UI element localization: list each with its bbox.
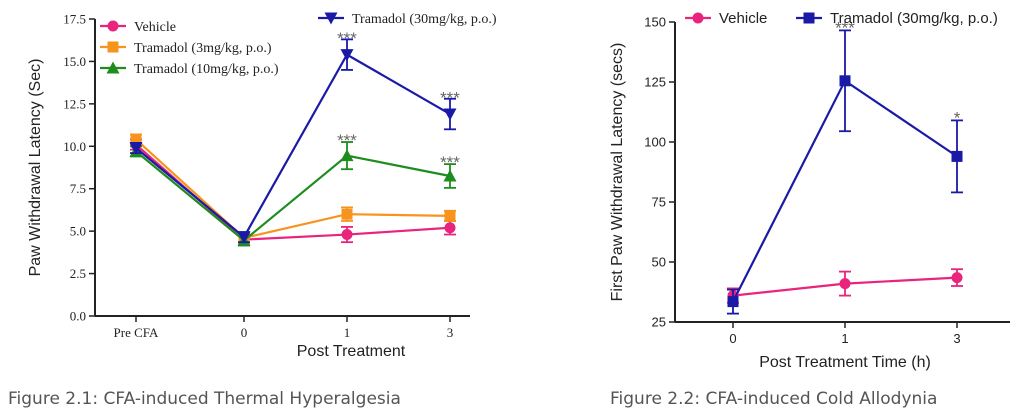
data-point xyxy=(130,133,142,145)
figure-canvas: 0.0 2.5 5.0 7.5 10.0 12.5 15.0 17.5 Pre CFA 0 1 3 Po… xyxy=(27,10,1010,371)
y-tick-label: 125 xyxy=(644,75,666,90)
y-tick-label: 15.0 xyxy=(63,54,86,69)
y-tick-label: 17.5 xyxy=(63,12,86,27)
data-point xyxy=(444,210,456,222)
y-tick-label: 7.5 xyxy=(70,181,86,196)
x-tick-label: 1 xyxy=(344,325,351,340)
series-line xyxy=(135,138,451,240)
y-tick-label: 50 xyxy=(652,255,666,270)
data-point xyxy=(727,296,739,308)
y-tick-label: 5.0 xyxy=(70,224,86,239)
y-tick-label: 150 xyxy=(644,15,666,30)
legend-item-tramadol-30mg-kg-p-o: Tramadol (30mg/kg, p.o.) xyxy=(318,12,497,27)
data-point xyxy=(839,75,851,87)
legend-item-vehicle: Vehicle xyxy=(685,10,767,27)
significance-label: *** xyxy=(835,19,855,38)
data-point xyxy=(951,150,963,162)
y-tick-label: 75 xyxy=(652,195,666,210)
legend-item-tramadol-10mg-kg-p-o: Tramadol (10mg/kg, p.o.) xyxy=(100,61,279,77)
y-tick-label: 2.5 xyxy=(70,266,86,281)
x-tick-label: 0 xyxy=(241,325,248,340)
significance-label: *** xyxy=(337,29,357,48)
series-tramadol-30mg-kg-p-o xyxy=(129,38,457,244)
significance-label: * xyxy=(954,109,961,128)
x-tick-label: 3 xyxy=(447,325,454,340)
data-point xyxy=(443,108,457,121)
x-tick-label: 0 xyxy=(729,331,736,346)
data-point xyxy=(341,229,353,241)
legend-marker xyxy=(106,61,120,74)
legend-label: Tramadol (3mg/kg, p.o.) xyxy=(134,41,272,56)
y-axis-label: First Paw Withdrawal Latency (secs) xyxy=(609,43,626,302)
data-point xyxy=(839,278,851,290)
x-axis-label: Post Treatment xyxy=(297,343,406,360)
x-tick-label: 3 xyxy=(953,331,960,346)
x-tick-label: 1 xyxy=(841,331,848,346)
data-point xyxy=(129,142,143,155)
series-tramadol-30mg-kg-p-o xyxy=(727,29,963,315)
legend-label: Vehicle xyxy=(719,10,767,27)
legend-item-tramadol-3mg-kg-p-o: Tramadol (3mg/kg, p.o.) xyxy=(100,41,272,56)
legend-label: Tramadol (30mg/kg, p.o.) xyxy=(830,10,998,27)
y-tick-label: 0.0 xyxy=(70,309,86,324)
legend-marker xyxy=(803,12,815,24)
significance-label: *** xyxy=(440,88,460,107)
y-tick-label: 100 xyxy=(644,135,666,150)
legend-label: Tramadol (10mg/kg, p.o.) xyxy=(134,62,279,77)
x-tick-label: Pre CFA xyxy=(114,325,160,340)
significance-label: *** xyxy=(440,153,460,172)
figure-2-1-caption: Figure 2.1: CFA-induced Thermal Hyperalg… xyxy=(8,389,401,409)
data-point xyxy=(443,169,457,182)
data-point xyxy=(237,231,251,244)
y-tick-label: 10.0 xyxy=(63,139,86,154)
legend-label: Tramadol (30mg/kg, p.o.) xyxy=(352,12,497,27)
series-line xyxy=(135,150,451,242)
legend-label: Vehicle xyxy=(134,20,176,35)
y-tick-label: 25 xyxy=(652,315,666,330)
data-point xyxy=(340,49,354,62)
series-vehicle xyxy=(130,138,456,246)
series-line xyxy=(135,53,451,239)
legend-marker xyxy=(324,12,338,25)
figure-2-2-caption: Figure 2.2: CFA-induced Cold Allodynia xyxy=(610,389,938,409)
chart-1: 0.0 2.5 5.0 7.5 10.0 12.5 15.0 17.5 Pre CFA 0 1 3 Po… xyxy=(27,12,497,361)
data-point xyxy=(444,222,456,234)
legend-marker xyxy=(107,20,119,32)
series-line xyxy=(135,143,451,241)
significance-label: *** xyxy=(337,131,357,150)
y-tick-label: 12.5 xyxy=(63,96,86,111)
data-point xyxy=(341,208,353,220)
x-axis-label: Post Treatment Time (h) xyxy=(759,354,931,371)
series-vehicle xyxy=(727,268,963,304)
legend-item-tramadol-30mg-kg-p-o: Tramadol (30mg/kg, p.o.) xyxy=(796,10,998,27)
data-point xyxy=(951,272,963,284)
y-axis-label: Paw Withdrawal Latency (Sec) xyxy=(27,59,44,277)
legend-marker xyxy=(692,12,704,24)
legend-item-vehicle: Vehicle xyxy=(100,20,176,35)
data-point xyxy=(340,149,354,162)
chart-2: 25 50 75 100 125 150 0 1 3 Post Treatment Time (h… xyxy=(609,10,1010,371)
legend-marker xyxy=(107,41,119,53)
